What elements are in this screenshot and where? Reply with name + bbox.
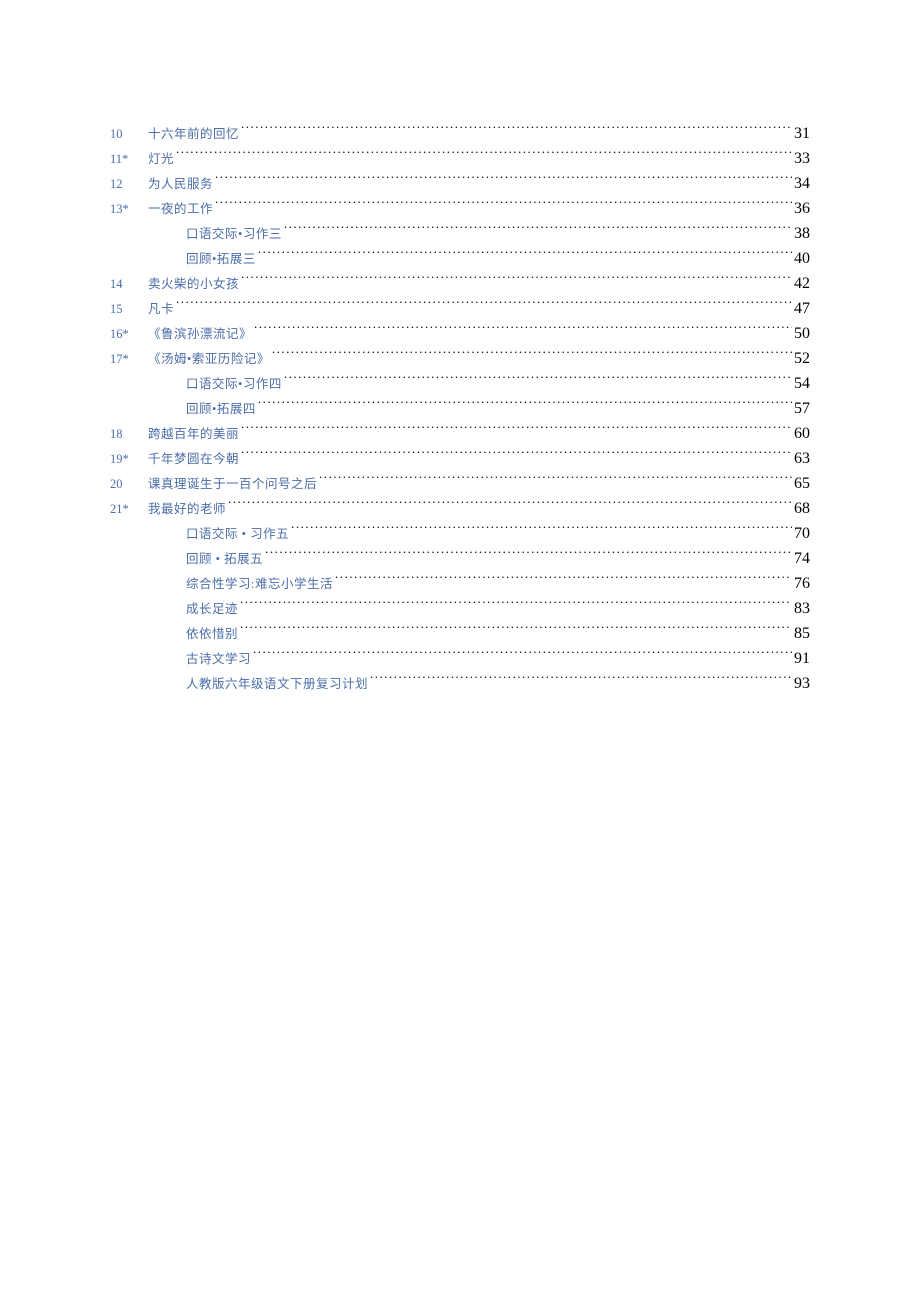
- toc-leader-dots: [241, 438, 792, 463]
- toc-page-number[interactable]: 31: [794, 121, 810, 146]
- toc-page-number[interactable]: 38: [794, 221, 810, 246]
- toc-title[interactable]: 古诗文学习: [186, 647, 251, 672]
- toc-page-number[interactable]: 50: [794, 321, 810, 346]
- toc-title[interactable]: 一夜的工作: [148, 197, 213, 222]
- toc-leader-dots: [241, 413, 792, 438]
- toc-entry[interactable]: 15凡卡47: [110, 288, 810, 313]
- toc-leader-dots: [215, 188, 792, 213]
- toc-leader-dots: [258, 388, 792, 413]
- toc-leader-dots: [240, 613, 792, 638]
- document-page: 10十六年前的回忆3111*灯光3312为人民服务3413*一夜的工作36口语交…: [0, 0, 920, 1302]
- toc-number: 11*: [110, 147, 148, 172]
- toc-page-number[interactable]: 33: [794, 146, 810, 171]
- toc-title[interactable]: 人教版六年级语文下册复习计划: [186, 672, 368, 697]
- toc-leader-dots: [228, 488, 792, 513]
- toc-page-number[interactable]: 34: [794, 171, 810, 196]
- toc-number: 12: [110, 172, 148, 197]
- toc-page-number[interactable]: 60: [794, 421, 810, 446]
- table-of-contents: 10十六年前的回忆3111*灯光3312为人民服务3413*一夜的工作36口语交…: [110, 113, 810, 688]
- toc-page-number[interactable]: 47: [794, 296, 810, 321]
- toc-number: 15: [110, 297, 148, 322]
- toc-leader-dots: [319, 463, 792, 488]
- toc-number: 19*: [110, 447, 148, 472]
- toc-entry[interactable]: 11*灯光33: [110, 138, 810, 163]
- toc-page-number[interactable]: 74: [794, 546, 810, 571]
- toc-number: 13*: [110, 197, 148, 222]
- toc-leader-dots: [291, 513, 792, 538]
- toc-entry[interactable]: 13*一夜的工作36: [110, 188, 810, 213]
- toc-entry[interactable]: 12为人民服务34: [110, 163, 810, 188]
- toc-page-number[interactable]: 76: [794, 571, 810, 596]
- toc-leader-dots: [176, 138, 792, 163]
- toc-title[interactable]: 《鲁滨孙漂流记》: [148, 322, 252, 347]
- toc-leader-dots: [215, 163, 792, 188]
- toc-title[interactable]: 成长足迹: [186, 597, 238, 622]
- toc-leader-dots: [284, 363, 792, 388]
- toc-leader-dots: [176, 288, 792, 313]
- toc-page-number[interactable]: 52: [794, 346, 810, 371]
- toc-leader-dots: [272, 338, 792, 363]
- toc-page-number[interactable]: 42: [794, 271, 810, 296]
- toc-leader-dots: [265, 538, 792, 563]
- toc-entry[interactable]: 16*《鲁滨孙漂流记》50: [110, 313, 810, 338]
- toc-page-number[interactable]: 93: [794, 671, 810, 696]
- toc-leader-dots: [258, 238, 792, 263]
- toc-page-number[interactable]: 85: [794, 621, 810, 646]
- toc-entry[interactable]: 口语交际•习作三38: [110, 213, 810, 238]
- toc-number: 21*: [110, 497, 148, 522]
- toc-number: 16*: [110, 322, 148, 347]
- toc-title[interactable]: 灯光: [148, 147, 174, 172]
- toc-page-number[interactable]: 36: [794, 196, 810, 221]
- toc-leader-dots: [335, 563, 792, 588]
- toc-page-number[interactable]: 91: [794, 646, 810, 671]
- toc-title[interactable]: 我最好的老师: [148, 497, 226, 522]
- toc-leader-dots: [253, 638, 792, 663]
- toc-page-number[interactable]: 83: [794, 596, 810, 621]
- toc-leader-dots: [254, 313, 792, 338]
- toc-number: 18: [110, 422, 148, 447]
- toc-leader-dots: [241, 113, 792, 138]
- toc-title[interactable]: 跨越百年的美丽: [148, 422, 239, 447]
- toc-page-number[interactable]: 63: [794, 446, 810, 471]
- toc-title[interactable]: 凡卡: [148, 297, 174, 322]
- toc-title[interactable]: 《汤姆•索亚历险记》: [148, 347, 270, 372]
- toc-leader-dots: [240, 588, 792, 613]
- toc-number: 17*: [110, 347, 148, 372]
- toc-page-number[interactable]: 70: [794, 521, 810, 546]
- toc-title[interactable]: 千年梦圆在今朝: [148, 447, 239, 472]
- toc-title[interactable]: 依依惜别: [186, 622, 238, 647]
- toc-page-number[interactable]: 54: [794, 371, 810, 396]
- toc-number: 10: [110, 122, 148, 147]
- toc-page-number[interactable]: 65: [794, 471, 810, 496]
- toc-title[interactable]: 回顾 • 拓展五: [186, 547, 263, 572]
- toc-entry[interactable]: 10十六年前的回忆31: [110, 113, 810, 138]
- toc-leader-dots: [284, 213, 792, 238]
- toc-title[interactable]: 为人民服务: [148, 172, 213, 197]
- toc-leader-dots: [241, 263, 792, 288]
- toc-leader-dots: [370, 663, 792, 688]
- toc-number: 14: [110, 272, 148, 297]
- toc-page-number[interactable]: 68: [794, 496, 810, 521]
- toc-page-number[interactable]: 40: [794, 246, 810, 271]
- toc-page-number[interactable]: 57: [794, 396, 810, 421]
- toc-number: 20: [110, 472, 148, 497]
